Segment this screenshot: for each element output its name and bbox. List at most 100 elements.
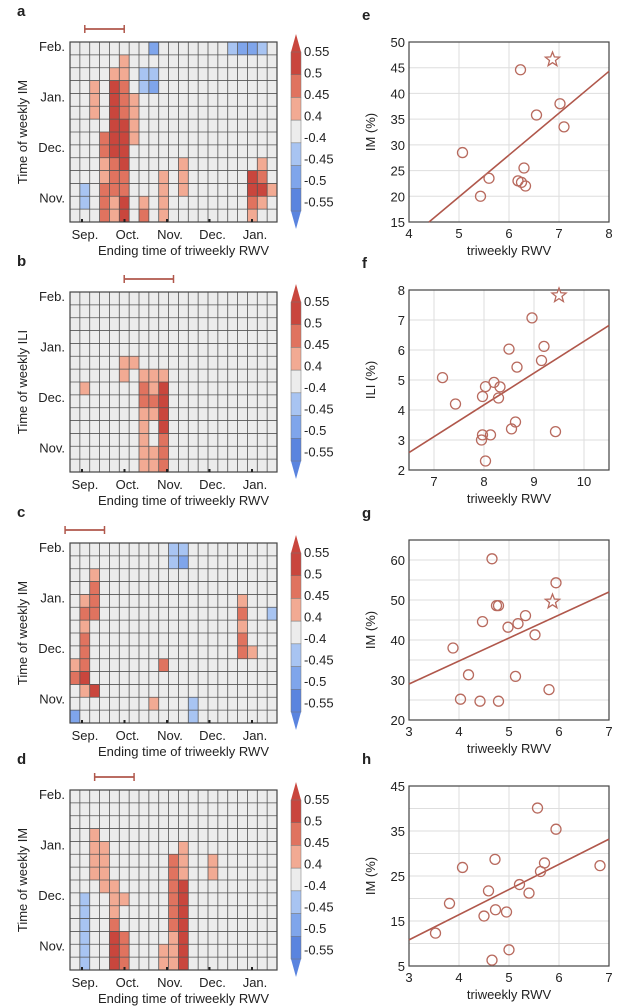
heatmap-cell-neutral [208,671,218,685]
x-tick-label: 4 [455,970,462,985]
heatmap-cell-neutral [188,292,199,305]
heatmap-cell-neutral [208,304,218,318]
heatmap-cell [178,918,189,932]
heatmap-cell-neutral [237,828,248,842]
heatmap-cell [168,555,179,569]
heatmap-cell-neutral [178,209,189,222]
heatmap-cell-neutral [99,620,110,633]
heatmap-cell-neutral [119,854,130,868]
heatmap-cell-neutral [257,645,268,659]
heatmap-cell-neutral [129,684,139,698]
heatmap-cell-neutral [247,892,258,906]
heatmap-cell-neutral [178,317,189,331]
heatmap-cell-neutral [129,80,139,94]
regression-line [408,324,610,454]
heatmap-cell-neutral [188,594,199,608]
heatmap-cell-neutral [158,343,169,357]
heatmap-cell-neutral [168,157,179,171]
heatmap-cell-neutral [217,658,228,672]
plot-frame [408,539,610,721]
heatmap-cell-neutral [89,645,100,659]
x-tick-label: 4 [405,226,412,241]
colorbar-segment [290,598,302,622]
heatmap-cell-neutral [99,446,110,460]
heatmap-cell-neutral [247,633,258,646]
heatmap-cell-neutral [198,790,208,803]
colorbar-segment [290,119,302,144]
heatmap-cell-neutral [198,555,208,569]
heatmap-cell-neutral [99,292,110,305]
heatmap-cell-neutral [227,183,238,197]
heatmap-cell-neutral [139,119,149,132]
heatmap-cell-neutral [148,543,159,556]
heatmap-cell-neutral [119,697,130,711]
heatmap-cell [148,459,159,472]
heatmap-cell-neutral [217,931,228,945]
heatmap-cell-neutral [178,697,189,711]
heatmap-cell-neutral [267,394,277,408]
heatmap-cell-neutral [139,183,149,197]
heatmap-cell [79,645,90,659]
heatmap-cell-neutral [139,170,149,184]
heatmap-cell [79,607,90,621]
heatmap-cell-neutral [89,543,100,556]
colorbar-segment [290,438,302,462]
heatmap-cell-neutral [178,790,189,803]
heatmap-cell-neutral [188,119,199,132]
heatmap-cell-neutral [168,581,179,595]
heatmap-cell-neutral [227,633,238,646]
heatmap-cell-neutral [168,67,179,81]
heatmap-cell [109,67,120,81]
heatmap-cell-neutral [109,317,120,331]
heatmap-cell-neutral [178,67,189,81]
heatmap-cell [178,931,189,945]
heatmap-cell [119,196,130,210]
colorbar-tick-label: 0.4 [304,108,322,123]
heatmap-cell-neutral [198,80,208,94]
heatmap-cell-neutral [198,697,208,711]
heatmap-cell-neutral [99,957,110,970]
heatmap-cell [129,106,139,120]
heatmap-cell [148,394,159,408]
heatmap-cell-neutral [158,80,169,94]
heatmap-cell-neutral [178,292,189,305]
heatmap-cell-neutral [89,67,100,81]
heatmap-cell-neutral [217,867,228,880]
heatmap-cell-neutral [188,633,199,646]
heatmap-cell-neutral [227,944,238,958]
heatmap-cell-neutral [208,119,218,132]
heatmap-cell-neutral [119,330,130,344]
heatmap-cell-neutral [267,292,277,305]
heatmap-cell-neutral [227,144,238,158]
heatmap-cell-neutral [237,905,248,919]
heatmap-cell-neutral [168,645,179,659]
data-point [535,354,548,367]
heatmap-cell-neutral [109,54,120,68]
heatmap-cell [109,209,120,222]
colorbar-tick-label: -0.55 [304,695,334,710]
heatmap-cell [70,671,80,685]
heatmap-cell-neutral [109,343,120,357]
regression-line [428,70,610,223]
heatmap-cell-neutral [99,645,110,659]
heatmap-cell-neutral [89,157,100,171]
heatmap-cell [247,645,258,659]
heatmap-cell-neutral [198,292,208,305]
heatmap-cell-neutral [178,394,189,408]
heatmap-cell [178,957,189,970]
heatmap-cell-neutral [247,880,258,893]
heatmap-cell-neutral [148,671,159,685]
heatmap-cell-neutral [217,620,228,633]
heatmap-cell [139,446,149,460]
heatmap-cell-neutral [188,905,199,919]
heatmap-cell-neutral [227,304,238,318]
heatmap-cell [168,854,179,868]
y-tick-label: Dec. [38,641,65,656]
heatmap-cell-neutral [237,790,248,803]
heatmap-cell-neutral [247,157,258,171]
heatmap-cell-neutral [178,802,189,816]
heatmap-cell-neutral [79,343,90,357]
heatmap-cell-neutral [257,854,268,868]
heatmap-cell-neutral [99,356,110,370]
colorbar-segment [290,913,302,937]
